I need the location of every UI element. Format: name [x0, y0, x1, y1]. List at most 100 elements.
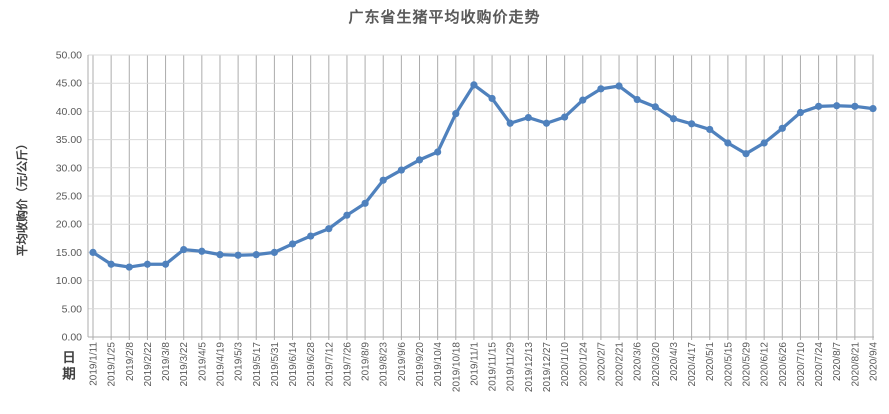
y-tick-label: 45.00	[56, 78, 82, 90]
data-point-marker	[415, 156, 424, 164]
x-tick-label: 2020/5/1	[705, 342, 716, 381]
y-tick-label: 40.00	[56, 106, 82, 118]
data-point-marker	[325, 225, 333, 233]
y-tick-label: 20.00	[56, 219, 82, 231]
x-tick-label: 2019/7/12	[324, 342, 335, 387]
data-point-marker	[288, 240, 297, 248]
data-point-marker	[361, 199, 369, 207]
x-tick-label: 2020/2/21	[615, 342, 626, 387]
data-point-marker	[198, 247, 206, 255]
x-tick-label: 2019/11/1	[469, 342, 480, 386]
data-point-marker	[488, 94, 496, 103]
data-point-marker	[234, 251, 242, 259]
data-point-marker	[397, 166, 405, 174]
x-tick-label: 2019/12/13	[524, 342, 535, 392]
y-tick-label: 5.00	[62, 303, 83, 315]
x-tick-label: 2019/5/17	[252, 342, 263, 387]
data-point-marker	[633, 95, 641, 104]
x-tick-label: 2019/7/26	[342, 342, 353, 387]
y-tick-label: 35.00	[56, 134, 82, 146]
data-point-marker	[615, 82, 623, 90]
x-tick-label: 2019/2/8	[125, 342, 136, 381]
data-point-marker	[706, 125, 714, 134]
data-point-marker	[143, 260, 152, 268]
data-point-marker	[597, 85, 605, 93]
data-point-marker	[524, 114, 532, 122]
x-tick-label: 2020/1/10	[560, 342, 571, 387]
x-tick-label: 2019/5/31	[270, 342, 281, 387]
x-tick-label: 2019/9/6	[397, 342, 408, 381]
series-line	[91, 83, 875, 269]
x-tick-label: 2019/2/22	[143, 342, 154, 387]
x-tick-label: 2019/9/20	[415, 342, 426, 387]
data-point-marker	[742, 150, 750, 158]
chart-title: 广东省生猪平均收购价走势	[348, 9, 541, 26]
data-point-marker	[869, 104, 877, 113]
x-tick-label: 2019/11/29	[506, 342, 517, 392]
x-tick-label: 2020/9/4	[869, 342, 880, 381]
data-point-marker	[452, 110, 460, 118]
data-point-marker	[161, 260, 170, 268]
data-point-marker	[434, 148, 442, 156]
x-tick-label: 2020/2/7	[596, 342, 607, 381]
x-tick-label: 2019/10/18	[451, 342, 462, 392]
x-tick-label: 2020/5/29	[742, 342, 753, 387]
x-tick-label: 2020/1/24	[578, 342, 589, 387]
x-tick-label: 2019/12/27	[542, 342, 553, 392]
y-tick-label: 10.00	[56, 275, 82, 287]
x-axis-title: 日期	[60, 350, 75, 383]
y-tick-label: 25.00	[56, 191, 82, 203]
x-tick-label: 2019/10/4	[433, 342, 444, 387]
x-tick-label: 2020/8/21	[850, 342, 861, 387]
data-point-marker	[688, 120, 696, 128]
x-tick-label: 2019/8/9	[361, 342, 372, 381]
x-tick-label: 2019/4/19	[215, 342, 226, 387]
data-point-marker	[379, 176, 387, 184]
data-point-marker	[796, 108, 805, 117]
x-tick-label: 2020/5/15	[723, 342, 734, 387]
x-tick-label: 2020/6/12	[760, 342, 771, 387]
x-tick-label: 2020/8/7	[832, 342, 843, 381]
data-point-marker	[651, 103, 659, 111]
y-tick-label: 15.00	[56, 247, 82, 259]
data-point-marker	[561, 113, 569, 121]
data-point-marker	[252, 251, 260, 259]
data-point-marker	[542, 119, 551, 127]
x-tick-label: 2019/8/23	[379, 342, 390, 387]
x-tick-label: 2020/3/6	[633, 342, 644, 381]
x-tick-label: 2019/5/3	[234, 342, 245, 381]
x-tick-label: 2020/7/10	[796, 342, 807, 387]
data-point-marker	[107, 260, 115, 268]
x-tick-label: 2020/4/3	[669, 342, 680, 381]
data-point-marker	[343, 211, 351, 219]
data-point-marker	[470, 81, 478, 89]
x-tick-label: 2020/7/24	[814, 342, 825, 387]
data-point-marker	[506, 119, 514, 127]
x-tick-label: 2019/3/8	[161, 342, 172, 381]
data-point-marker	[579, 96, 587, 104]
data-point-marker	[180, 245, 188, 254]
data-point-marker	[814, 102, 823, 110]
x-tick-label: 2019/1/11	[89, 342, 100, 386]
y-tick-label: 30.00	[56, 162, 82, 174]
data-point-marker	[851, 102, 859, 110]
y-tick-label: 50.00	[56, 50, 82, 62]
x-tick-label: 2019/11/15	[488, 342, 499, 392]
x-tick-label: 2019/3/22	[179, 342, 190, 387]
x-tick-label: 2019/6/14	[288, 342, 299, 387]
data-point-marker	[216, 251, 224, 259]
y-tick-label: 0.00	[62, 332, 83, 344]
data-point-marker	[89, 248, 97, 256]
y-axis-title: 平均收购价（元/公斤）	[17, 137, 29, 257]
x-tick-label: 2020/6/26	[778, 342, 789, 387]
x-tick-label: 2019/6/28	[306, 342, 317, 387]
data-point-marker	[270, 248, 278, 256]
data-point-marker	[669, 115, 678, 123]
data-point-marker	[833, 102, 841, 110]
data-point-marker	[724, 139, 732, 147]
data-point-marker	[778, 124, 786, 132]
data-point-marker	[760, 139, 768, 147]
x-tick-label: 2020/4/17	[687, 342, 698, 387]
